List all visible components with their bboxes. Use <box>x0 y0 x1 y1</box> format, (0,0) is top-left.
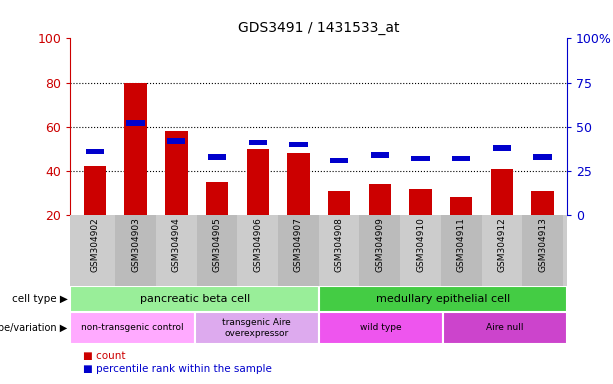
Text: GSM304912: GSM304912 <box>497 217 506 272</box>
Text: GSM304908: GSM304908 <box>335 217 344 272</box>
Bar <box>371 152 389 158</box>
Bar <box>368 184 391 215</box>
Bar <box>452 156 470 161</box>
Bar <box>86 149 104 154</box>
Bar <box>491 169 513 215</box>
Bar <box>248 140 267 146</box>
Bar <box>165 131 188 215</box>
Title: GDS3491 / 1431533_at: GDS3491 / 1431533_at <box>238 21 400 35</box>
Text: GSM304911: GSM304911 <box>457 217 466 272</box>
Bar <box>124 83 147 215</box>
Bar <box>409 189 432 215</box>
Bar <box>441 215 482 286</box>
Bar <box>319 286 567 312</box>
Bar <box>319 312 443 344</box>
Text: medullary epithelial cell: medullary epithelial cell <box>376 294 510 304</box>
Bar <box>533 154 552 159</box>
Text: GSM304907: GSM304907 <box>294 217 303 272</box>
Bar <box>411 156 430 161</box>
Bar <box>330 157 348 163</box>
Bar <box>493 145 511 151</box>
Bar <box>522 215 563 286</box>
Text: pancreatic beta cell: pancreatic beta cell <box>140 294 249 304</box>
Bar <box>289 142 308 147</box>
Bar <box>156 215 197 286</box>
Bar <box>115 215 156 286</box>
Text: GSM304906: GSM304906 <box>253 217 262 272</box>
Bar <box>237 215 278 286</box>
Text: GSM304910: GSM304910 <box>416 217 425 272</box>
Text: GSM304904: GSM304904 <box>172 217 181 272</box>
Text: genotype/variation ▶: genotype/variation ▶ <box>0 323 67 333</box>
Bar <box>75 215 115 286</box>
Bar <box>400 215 441 286</box>
Text: GSM304909: GSM304909 <box>375 217 384 272</box>
Bar <box>319 215 359 286</box>
Bar <box>450 197 473 215</box>
Text: Aire null: Aire null <box>486 323 524 333</box>
Bar <box>208 154 226 159</box>
Bar <box>287 153 310 215</box>
Bar <box>482 215 522 286</box>
Text: GSM304903: GSM304903 <box>131 217 140 272</box>
Bar <box>246 149 269 215</box>
Bar <box>195 312 319 344</box>
Bar <box>359 215 400 286</box>
Text: GSM304913: GSM304913 <box>538 217 547 272</box>
Bar <box>70 312 195 344</box>
Bar <box>278 215 319 286</box>
Bar <box>197 215 237 286</box>
Text: ■ count: ■ count <box>83 351 125 361</box>
Text: non-transgenic control: non-transgenic control <box>82 323 184 333</box>
Bar <box>126 121 145 126</box>
Text: transgenic Aire
overexpressor: transgenic Aire overexpressor <box>223 318 291 338</box>
Bar <box>206 182 228 215</box>
Bar <box>443 312 567 344</box>
Text: ■ percentile rank within the sample: ■ percentile rank within the sample <box>83 364 272 374</box>
Bar <box>70 286 319 312</box>
Bar <box>84 167 106 215</box>
Text: wild type: wild type <box>360 323 402 333</box>
Text: cell type ▶: cell type ▶ <box>12 294 67 304</box>
Bar <box>328 191 350 215</box>
Text: GSM304902: GSM304902 <box>90 217 99 272</box>
Bar <box>167 138 186 144</box>
Text: GSM304905: GSM304905 <box>213 217 221 272</box>
Bar <box>531 191 554 215</box>
